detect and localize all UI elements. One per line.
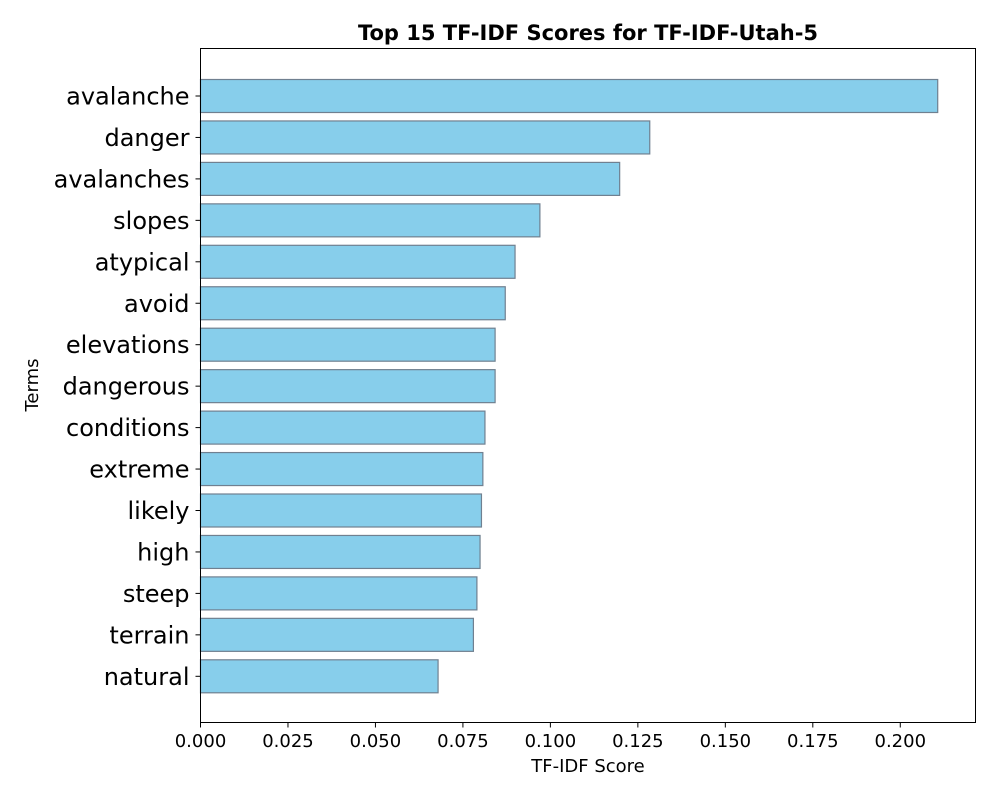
x-tick-label: 0.200 — [875, 731, 927, 752]
term-label-dangerous: dangerous — [63, 373, 190, 401]
x-tick-label: 0.050 — [350, 731, 402, 752]
x-tick-label: 0.150 — [700, 731, 752, 752]
term-label-steep: steep — [123, 580, 190, 608]
term-label-likely: likely — [127, 497, 189, 525]
bar-avalanche — [199, 78, 939, 114]
plot-area-frame — [200, 48, 976, 723]
bar-natural — [199, 659, 439, 694]
x-tick-label: 0.100 — [525, 731, 577, 752]
x-tick-label: 0.075 — [437, 731, 489, 752]
bar-likely — [199, 493, 483, 528]
term-label-terrain: terrain — [109, 621, 189, 649]
x-tick-label: 0.000 — [175, 731, 227, 752]
bar-steep — [199, 576, 478, 611]
bar-atypical — [199, 244, 516, 279]
term-label-extreme: extreme — [89, 456, 189, 484]
x-tick-label: 0.175 — [787, 731, 839, 752]
bar-conditions — [199, 410, 486, 445]
bar-elevations — [199, 327, 496, 362]
term-label-high: high — [137, 538, 189, 566]
bar-terrain — [199, 617, 475, 652]
term-label-danger: danger — [104, 124, 189, 152]
bars-group — [199, 78, 939, 694]
bar-dangerous — [199, 369, 496, 404]
x-tick-label: 0.125 — [612, 731, 664, 752]
x-axis-ticks: 0.000 0.025 0.050 0.075 0.100 0.125 0.150 0.175… — [175, 722, 927, 752]
chart-title: Top 15 TF-IDF Scores for TF-IDF-Utah-5 — [358, 21, 818, 45]
bar-slopes — [199, 203, 541, 238]
term-label-elevations: elevations — [66, 331, 190, 359]
y-axis-title: Terms — [22, 358, 43, 412]
bar-extreme — [199, 451, 484, 487]
bar-avoid — [199, 286, 506, 321]
bar-high — [199, 534, 481, 570]
term-label-conditions: conditions — [66, 414, 189, 442]
bar-danger — [199, 120, 651, 155]
term-label-avalanches: avalanches — [54, 165, 190, 193]
term-label-avalanche: avalanche — [66, 83, 189, 111]
bar-avalanches — [199, 161, 621, 196]
term-label-atypical: atypical — [95, 248, 190, 276]
term-label-slopes: slopes — [113, 207, 189, 235]
y-axis-ticks: avalanche danger avalanches slopes atypical a… — [54, 83, 201, 691]
term-label-natural: natural — [104, 663, 190, 691]
term-label-avoid: avoid — [124, 290, 190, 318]
x-axis-title: TF-IDF Score — [530, 756, 645, 777]
x-tick-label: 0.025 — [262, 731, 314, 752]
